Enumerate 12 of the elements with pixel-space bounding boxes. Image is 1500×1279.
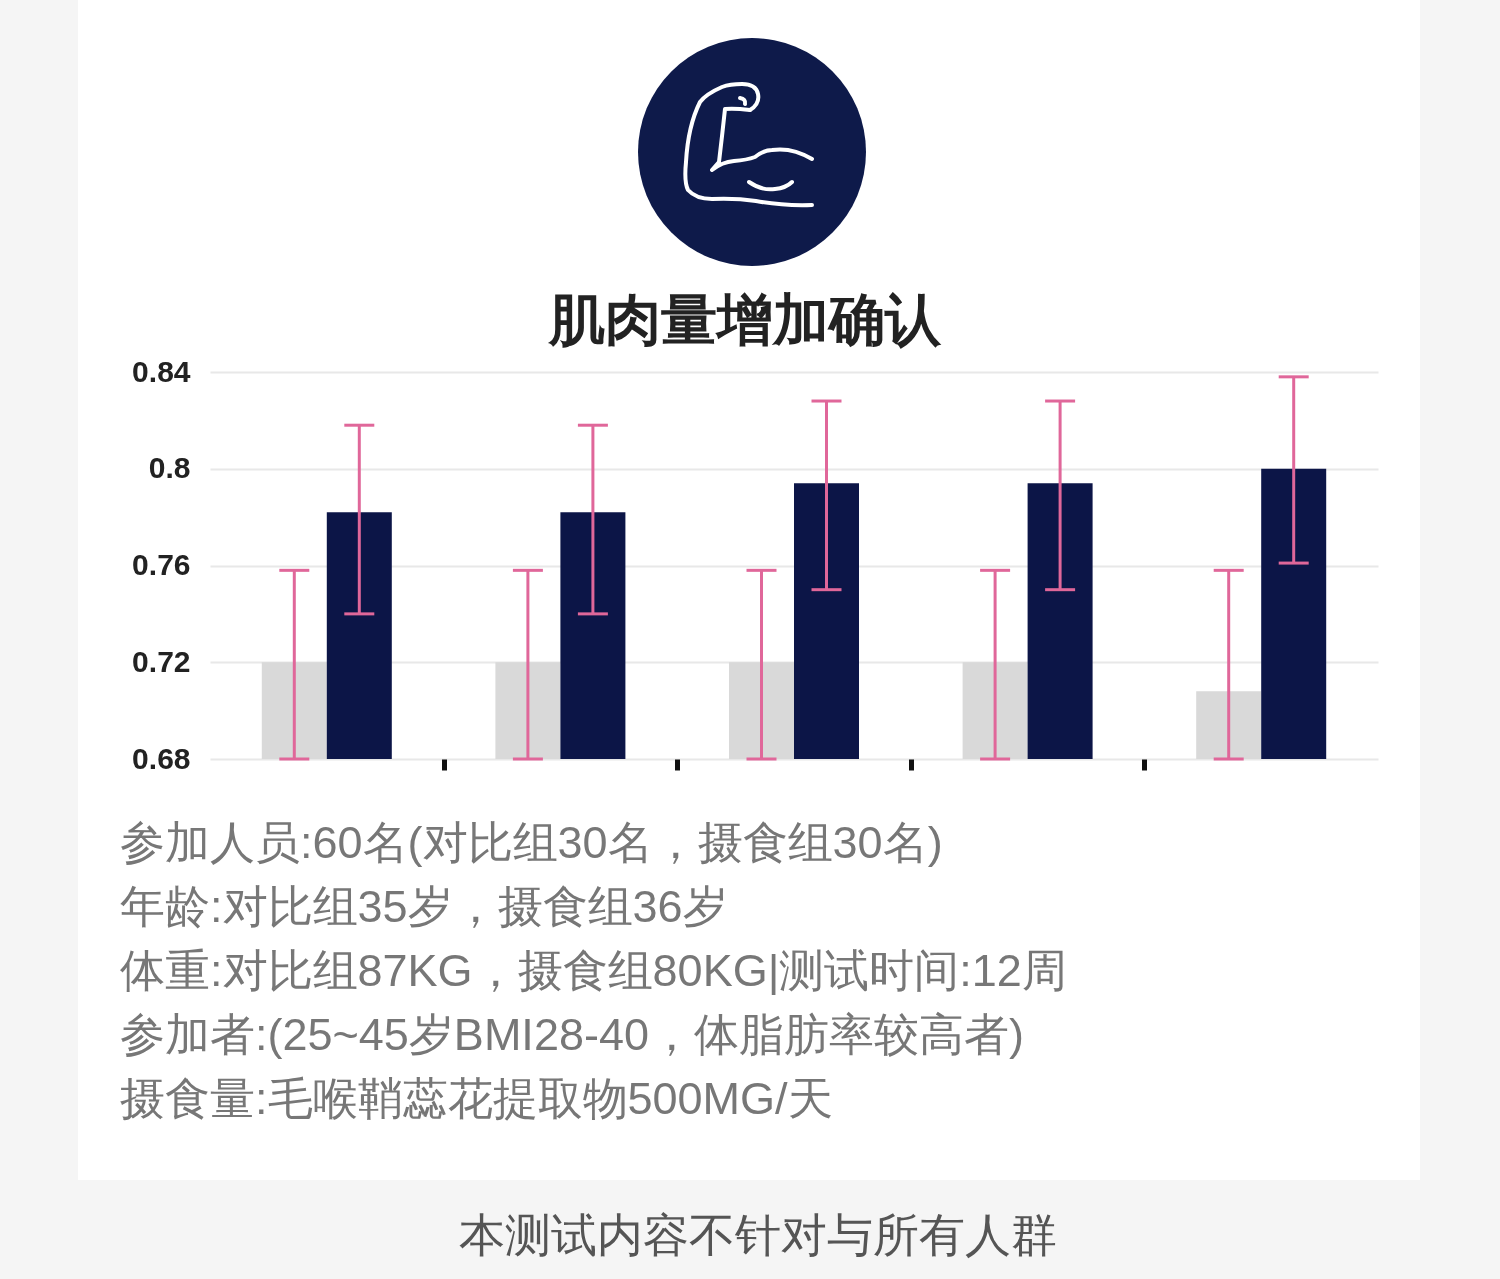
text: 参加者:(25~45岁BMI28-40，体脂肪率较高者) xyxy=(120,1008,1025,1062)
y-tick-label: 0.68 xyxy=(132,741,191,775)
text: 体重:对比组87KG，摄食组80KG|测试时间:12周 xyxy=(120,944,1067,998)
text: 本测试内容不针对与所有人群 xyxy=(457,1208,1058,1263)
text: 摄食量:毛喉鞘蕊花提取物500MG/天 xyxy=(120,1072,834,1126)
y-tick-label: 0.84 xyxy=(132,354,191,388)
chart-title: 肌肉量增加确认 xyxy=(547,288,942,352)
y-tick-label: 0.72 xyxy=(132,644,191,678)
text: 参加人员:60名(对比组30名，摄食组30名) xyxy=(120,816,944,870)
y-tick-label: 0.8 xyxy=(148,451,191,485)
y-tick-label: 0.76 xyxy=(132,548,191,581)
text: 年龄:对比组35岁，摄食组36岁 xyxy=(120,880,729,934)
